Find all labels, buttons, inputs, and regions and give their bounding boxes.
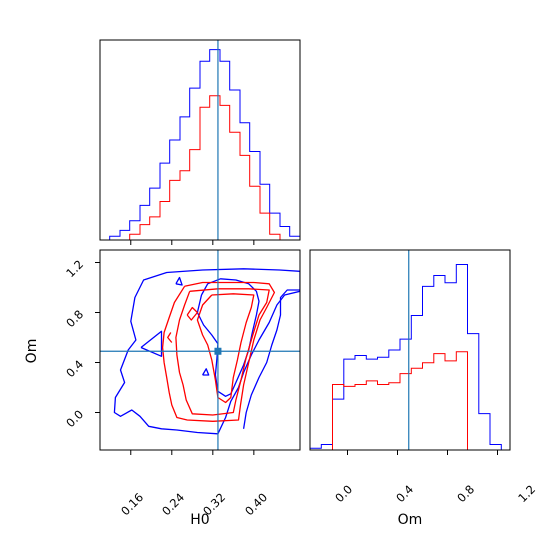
om-histogram-red-series [310,351,502,451]
om-histogram-blue-series [309,264,502,450]
joint-x-ticks [130,450,255,455]
x-tick-label-om-2: 0.4 [393,482,416,505]
x-tick-label-h0-4: 0.40 [242,490,270,518]
joint-frame [99,249,301,451]
om-histogram-series [309,264,502,451]
h0-histogram-blue-series [100,49,301,241]
h0-histogram-series [100,49,301,241]
contour-blue-3 [196,278,260,397]
h0-marginal-frame [99,39,301,241]
x-axis-label-om: Om [398,512,423,528]
x-tick-label-om-3: 0.8 [454,482,477,505]
h0-marginal-ticks [130,240,255,245]
joint-contour-series [113,268,300,435]
contour-red-9 [196,293,255,404]
x-tick-label-om-1: 0.0 [332,482,355,505]
x-tick-label-om-4: 1.2 [515,482,538,505]
om-x-ticks [347,450,498,455]
joint-panel: 0.16 0.24 0.32 0.40 0.0 0.4 0.8 1.2 H0 O… [24,249,301,528]
om-marginal-frame [309,249,511,451]
x-tick-label-h0-2: 0.24 [159,490,187,518]
contour-red-11 [167,332,173,343]
y-tick-label-om-4: 1.2 [63,257,86,280]
y-axis-label-om: Om [24,339,40,364]
y-tick-label-om-2: 0.4 [63,357,86,380]
contour-blue-5 [175,276,183,286]
h0-marginal-panel [99,39,301,245]
contour-blue-4 [140,330,163,357]
contour-blue-2 [242,289,300,429]
om-marginal-panel: 0.0 0.4 0.8 1.2 Om [309,249,538,528]
contour-blue-6 [202,368,210,376]
y-tick-label-om-1: 0.0 [63,407,86,430]
contour-red-7 [161,281,276,422]
contour-red-8 [175,288,270,416]
contour-red-10 [186,306,199,321]
joint-truth-marker [214,347,222,355]
h0-histogram-red-series [100,95,300,241]
y-tick-label-om-3: 0.8 [63,307,86,330]
x-axis-label-h0: H0 [190,512,209,528]
x-tick-label-h0-1: 0.16 [118,490,146,518]
joint-y-ticks [95,262,100,413]
